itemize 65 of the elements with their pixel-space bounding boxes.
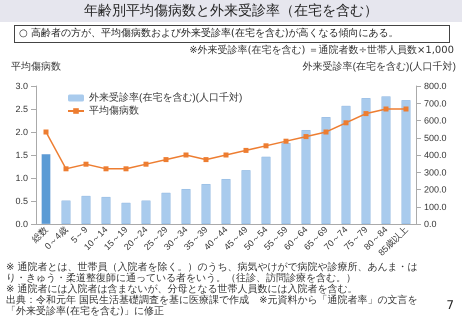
y2-tick-label: 600.0 — [424, 116, 447, 126]
bar — [262, 156, 270, 224]
bar — [162, 192, 170, 224]
text: ※ 通院者には入院者は含まないが、分母となる世帯人員数には入院者を含む。 — [6, 284, 358, 295]
point — [64, 166, 68, 172]
point — [404, 106, 408, 112]
legend-label: 外来受診率(在宅を含む)(人口千対) — [89, 92, 242, 104]
bar — [62, 200, 70, 224]
point — [284, 138, 288, 144]
y2-tick-label: 800.0 — [424, 81, 447, 91]
point — [364, 111, 368, 116]
bar — [142, 200, 150, 224]
bar — [102, 196, 110, 224]
point — [84, 162, 88, 167]
y-tick-label: 2.5 — [15, 104, 28, 114]
bar — [122, 202, 130, 224]
bar — [222, 178, 230, 224]
point — [44, 130, 48, 134]
y-tick-label: 3.0 — [15, 81, 28, 91]
chart-title: 年齢別平均傷病数と外来受診率（在宅を含む） — [0, 0, 462, 22]
point — [104, 166, 108, 172]
point — [204, 157, 208, 162]
point — [264, 143, 268, 148]
point — [244, 148, 248, 153]
point — [304, 134, 308, 140]
bar — [302, 130, 310, 224]
y2-tick-label: 200.0 — [424, 184, 447, 194]
bar — [402, 100, 410, 224]
point — [124, 166, 128, 172]
point — [164, 157, 168, 162]
bar — [382, 96, 390, 224]
bar — [82, 196, 90, 224]
bar — [202, 184, 210, 224]
text: 7 — [446, 298, 454, 312]
y2-tick-label: 300.0 — [424, 167, 447, 178]
point — [384, 106, 388, 112]
y-tick-label: 1.5 — [15, 150, 28, 160]
source-note: 出典：令和元年 国民生活基礎調査を基に医療課で作成 ※元資料から「通院者率」の文言を「外来受診率(在宅を含む)」に修正 — [6, 295, 419, 317]
legend-label: 平均傷病数 — [89, 104, 139, 116]
y2-tick-label: 0.0 — [424, 219, 437, 229]
chart-subtitle: ○ 高齢者の方が、平均傷病数および外来受診率(在宅を含む)が高くなる傾向にある。 — [14, 25, 450, 43]
bar — [362, 98, 370, 224]
point — [344, 120, 348, 126]
y2-tick-label: 700.0 — [424, 98, 447, 108]
bar — [322, 117, 330, 224]
y2-axis-title: 外来受診率(在宅を含む)(人口千対) — [302, 60, 456, 72]
y-tick-label: 1.0 — [15, 173, 28, 183]
point — [184, 152, 188, 158]
text: ※外来受診率(在宅を含む) ＝通院者数÷世帯人員数×1,000 — [189, 45, 454, 57]
point — [144, 162, 148, 167]
y2-tick-label: 500.0 — [424, 132, 447, 143]
y2-tick-label: 400.0 — [424, 150, 447, 160]
text: ※ 通院者とは、世帯員（入院者を除く。）のうち、病気やけがで病院や診療所、あんま・はり・きゅう・柔道整復師に通っている者をいう。（往診、訪問診療を含む。） — [6, 262, 419, 284]
y-tick-label: 0.0 — [15, 219, 28, 229]
bar — [342, 106, 350, 224]
bar — [242, 170, 250, 224]
y-axis-title: 平均傷病数 — [11, 60, 61, 72]
point — [224, 152, 228, 158]
point — [324, 130, 328, 134]
bar — [282, 142, 290, 224]
bar — [182, 188, 190, 224]
y2-tick-label: 100.0 — [424, 202, 447, 212]
y-tick-label: 0.5 — [15, 196, 28, 206]
y-tick-label: 2.0 — [15, 127, 28, 137]
bar — [42, 154, 50, 224]
